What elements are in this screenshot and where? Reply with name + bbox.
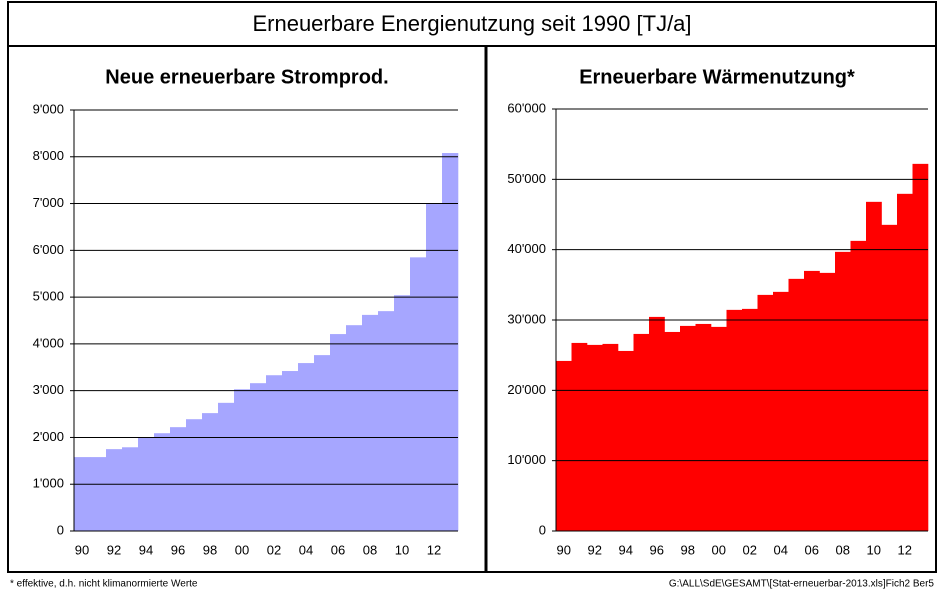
bar — [218, 402, 235, 531]
x-tick-label: 04 — [774, 542, 788, 557]
bar — [680, 325, 696, 531]
bar — [202, 413, 219, 531]
bar — [298, 363, 315, 531]
bar — [426, 204, 443, 532]
x-tick-label: 96 — [650, 542, 664, 557]
y-tick-label: 40'000 — [507, 241, 546, 256]
y-tick-label: 20'000 — [507, 382, 546, 397]
y-tick-label: 8'000 — [33, 148, 64, 163]
y-tick-label: 1'000 — [33, 476, 64, 491]
bar — [664, 331, 681, 531]
x-tick-label: 98 — [203, 542, 217, 557]
bar — [330, 334, 347, 531]
bar — [154, 433, 171, 531]
bar — [587, 344, 603, 531]
bar — [618, 350, 634, 531]
x-tick-label: 06 — [805, 542, 819, 557]
bar — [912, 163, 929, 532]
bar — [695, 323, 712, 531]
bar — [804, 270, 820, 531]
x-tick-label: 10 — [395, 542, 409, 557]
x-tick-label: 96 — [171, 542, 185, 557]
bar — [819, 272, 836, 531]
bar — [442, 153, 459, 531]
y-tick-label: 30'000 — [507, 311, 546, 326]
source: G:\ALL\SdE\GESAMT\[Stat-erneuerbar-2013.… — [669, 579, 935, 590]
bar — [881, 224, 898, 532]
y-tick-label: 6'000 — [33, 242, 64, 257]
x-tick-label: 06 — [331, 542, 345, 557]
bar — [649, 316, 665, 531]
chart-title: Neue erneuerbare Stromprod. — [105, 66, 388, 88]
bar — [346, 325, 363, 531]
bar — [250, 383, 267, 531]
bar — [170, 427, 187, 531]
bar — [773, 291, 789, 531]
y-tick-label: 3'000 — [33, 382, 64, 397]
x-tick-label: 00 — [235, 542, 249, 557]
chart-title: Erneuerbare Wärmenutzung* — [579, 66, 855, 88]
x-tick-label: 04 — [299, 542, 313, 557]
bar — [394, 295, 411, 531]
x-tick-label: 90 — [75, 542, 89, 557]
bar — [282, 371, 299, 531]
y-tick-label: 5'000 — [33, 289, 64, 304]
y-tick-label: 60'000 — [507, 100, 546, 115]
bar — [897, 193, 913, 531]
x-tick-label: 92 — [107, 542, 121, 557]
bar — [362, 314, 379, 531]
x-tick-label: 98 — [681, 542, 695, 557]
bar — [726, 309, 743, 531]
bar — [835, 251, 851, 532]
x-tick-label: 12 — [427, 542, 441, 557]
x-tick-label: 94 — [139, 542, 153, 557]
bar — [742, 308, 758, 531]
bar — [556, 360, 572, 531]
x-tick-label: 00 — [712, 542, 726, 557]
bar — [106, 449, 123, 531]
x-tick-label: 02 — [267, 542, 281, 557]
bar — [266, 375, 283, 531]
frame — [7, 1, 937, 573]
x-tick-label: 90 — [557, 542, 571, 557]
x-tick-label: 08 — [363, 542, 377, 557]
y-tick-label: 2'000 — [33, 429, 64, 444]
y-tick-label: 9'000 — [33, 101, 64, 116]
bar — [74, 457, 91, 531]
y-tick-label: 50'000 — [507, 171, 546, 186]
bar — [571, 342, 588, 531]
page-title: Erneuerbare Energienutzung seit 1990 [TJ… — [252, 11, 691, 36]
x-tick-label: 08 — [836, 542, 850, 557]
bar — [757, 294, 774, 531]
bar — [378, 311, 395, 531]
bar — [234, 389, 251, 531]
footnote: * effektive, d.h. nicht klimanormierte W… — [10, 579, 198, 590]
bar — [90, 457, 107, 531]
bar — [314, 355, 331, 531]
x-tick-label: 94 — [619, 542, 633, 557]
x-tick-label: 02 — [743, 542, 757, 557]
y-tick-label: 7'000 — [33, 195, 64, 210]
bar — [788, 278, 805, 531]
bar — [410, 257, 427, 531]
y-tick-label: 0 — [539, 522, 546, 537]
bar — [186, 419, 203, 531]
x-tick-label: 92 — [588, 542, 602, 557]
bar — [122, 447, 139, 531]
bar — [866, 201, 882, 531]
bar — [633, 333, 650, 531]
bar — [850, 240, 867, 531]
bar — [602, 343, 619, 531]
bar — [711, 326, 727, 531]
x-tick-label: 12 — [898, 542, 912, 557]
y-tick-label: 4'000 — [33, 335, 64, 350]
y-tick-label: 10'000 — [507, 452, 546, 467]
y-tick-label: 0 — [57, 522, 64, 537]
x-tick-label: 10 — [867, 542, 881, 557]
